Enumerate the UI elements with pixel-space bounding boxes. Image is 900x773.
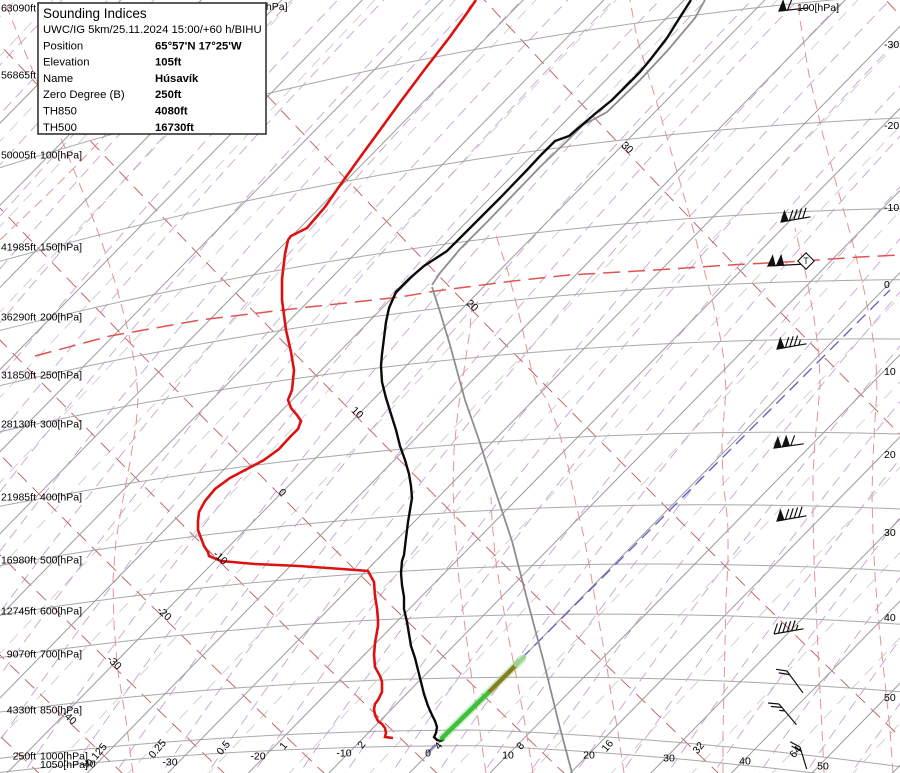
svg-text:Sounding Indices: Sounding Indices xyxy=(43,6,147,21)
svg-text:0: 0 xyxy=(425,748,431,760)
svg-text:600[hPa]: 600[hPa] xyxy=(40,606,82,618)
svg-text:-10: -10 xyxy=(884,202,899,214)
svg-text:TH500: TH500 xyxy=(43,122,77,134)
svg-text:-20: -20 xyxy=(884,120,899,132)
svg-text:40: 40 xyxy=(884,612,896,624)
svg-text:41985ft: 41985ft xyxy=(1,242,36,254)
svg-text:-10: -10 xyxy=(336,748,351,760)
svg-text:65°57'N 17°25'W: 65°57'N 17°25'W xyxy=(155,40,242,52)
svg-text:[hPa]: [hPa] xyxy=(263,1,288,13)
svg-text:T: T xyxy=(803,256,809,266)
svg-text:Position: Position xyxy=(43,40,83,52)
svg-text:16730ft: 16730ft xyxy=(155,122,194,134)
svg-text:Elevation: Elevation xyxy=(43,57,89,69)
svg-text:36290ft: 36290ft xyxy=(1,312,36,324)
svg-text:20: 20 xyxy=(583,750,595,762)
svg-text:100[hPa]: 100[hPa] xyxy=(40,150,82,162)
svg-text:9070ft: 9070ft xyxy=(7,649,36,661)
svg-text:-40: -40 xyxy=(80,759,95,771)
svg-text:63090ft: 63090ft xyxy=(1,3,36,15)
svg-text:30: 30 xyxy=(663,753,675,765)
svg-text:UWC/IG 5km/25.11.2024 15:00/+6: UWC/IG 5km/25.11.2024 15:00/+60 h/BIHU xyxy=(43,24,262,36)
svg-text:850[hPa]: 850[hPa] xyxy=(40,705,82,717)
svg-text:250[hPa]: 250[hPa] xyxy=(40,370,82,382)
svg-text:12745ft: 12745ft xyxy=(1,606,36,618)
svg-text:4330ft: 4330ft xyxy=(7,705,36,717)
svg-text:31850ft: 31850ft xyxy=(1,370,36,382)
svg-text:Name: Name xyxy=(43,73,73,85)
svg-text:50005ft: 50005ft xyxy=(1,150,36,162)
svg-text:10: 10 xyxy=(884,366,896,378)
svg-text:400[hPa]: 400[hPa] xyxy=(40,492,82,504)
svg-text:-30: -30 xyxy=(162,757,177,769)
svg-text:300[hPa]: 300[hPa] xyxy=(40,419,82,431)
svg-text:500[hPa]: 500[hPa] xyxy=(40,555,82,567)
svg-text:250ft: 250ft xyxy=(13,751,36,763)
svg-text:20: 20 xyxy=(884,449,896,461)
svg-text:200[hPa]: 200[hPa] xyxy=(40,312,82,324)
svg-text:50: 50 xyxy=(817,761,829,773)
svg-text:1050[hPa]: 1050[hPa] xyxy=(40,759,88,771)
svg-text:-20: -20 xyxy=(250,751,265,763)
svg-text:0: 0 xyxy=(884,279,890,291)
svg-text:56865ft: 56865ft xyxy=(1,70,36,82)
svg-text:50: 50 xyxy=(884,692,896,704)
svg-text:100[hPa]: 100[hPa] xyxy=(797,2,839,14)
svg-text:10: 10 xyxy=(502,750,514,762)
svg-text:700[hPa]: 700[hPa] xyxy=(40,649,82,661)
svg-text:1000[hPa]: 1000[hPa] xyxy=(40,751,88,763)
svg-text:21985ft: 21985ft xyxy=(1,492,36,504)
svg-text:40: 40 xyxy=(739,756,751,768)
svg-text:-30: -30 xyxy=(884,39,899,51)
svg-text:105ft: 105ft xyxy=(155,57,182,69)
svg-text:28130ft: 28130ft xyxy=(1,419,36,431)
svg-text:250ft: 250ft xyxy=(155,89,182,101)
svg-text:TH850: TH850 xyxy=(43,106,77,118)
svg-text:30: 30 xyxy=(884,527,896,539)
svg-text:Zero Degree (B): Zero Degree (B) xyxy=(43,89,125,101)
svg-text:150[hPa]: 150[hPa] xyxy=(40,242,82,254)
svg-text:Húsavík: Húsavík xyxy=(155,73,199,85)
svg-text:16980ft: 16980ft xyxy=(1,555,36,567)
svg-text:4080ft: 4080ft xyxy=(155,106,188,118)
